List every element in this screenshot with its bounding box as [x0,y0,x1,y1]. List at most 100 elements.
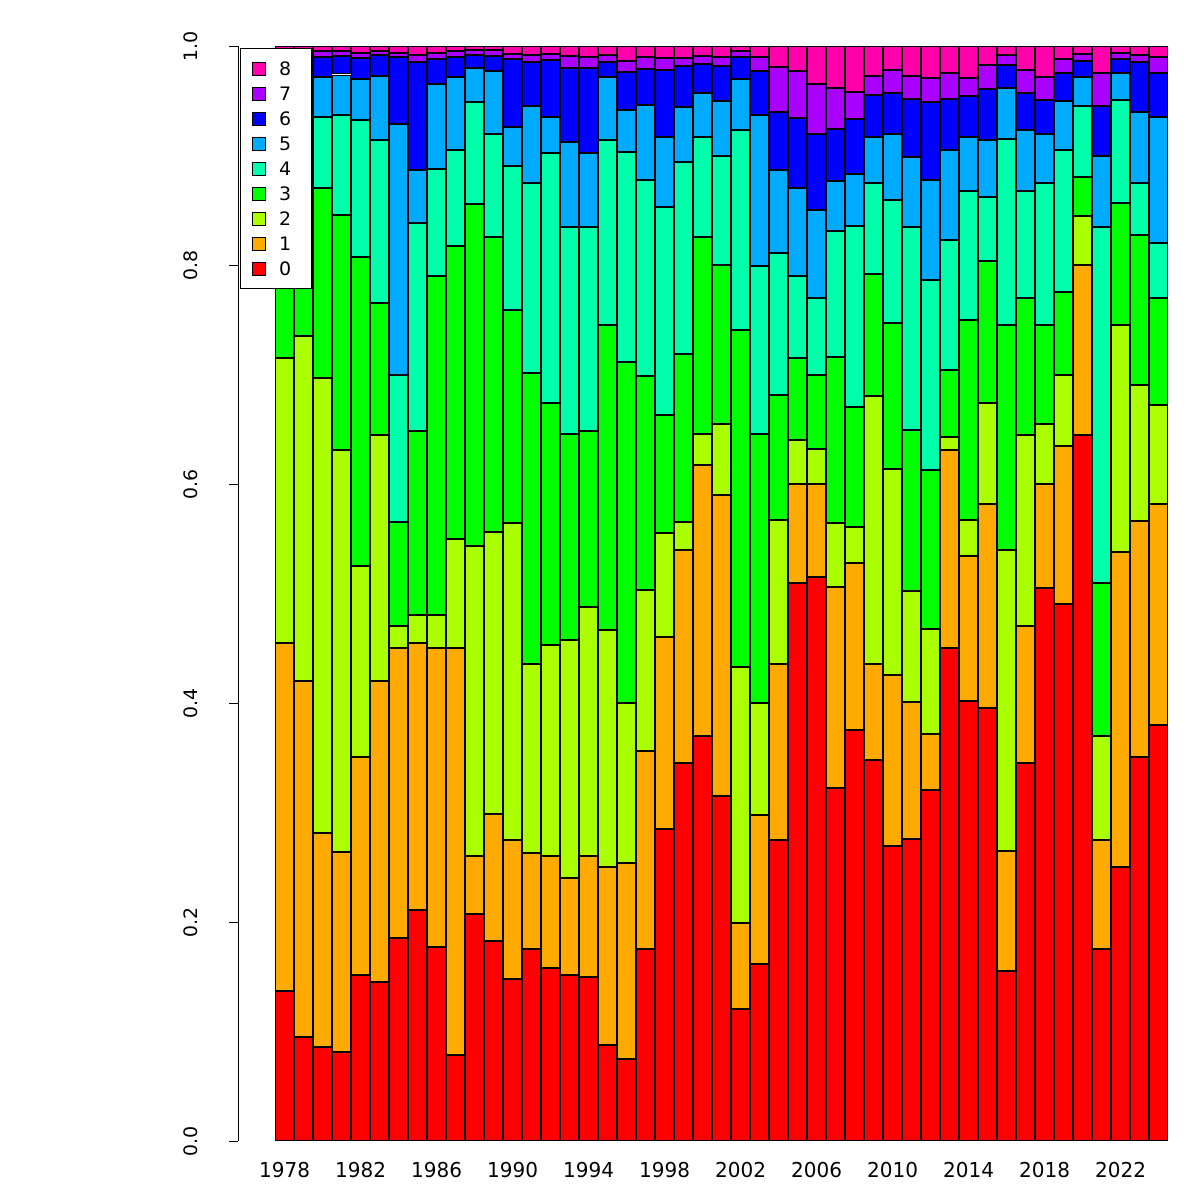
bar-segment [864,182,883,274]
bar-segment [1035,484,1054,589]
bar-segment [807,210,826,298]
plot-area [275,46,1168,1141]
bar [1073,46,1092,1141]
bar-segment [1073,265,1092,435]
bar-segment [921,101,940,180]
y-tick-label: 0.8 [180,249,202,281]
bar-segment [560,226,579,434]
bar-segment [959,700,978,1141]
x-tick-label: 2006 [791,1158,842,1182]
bar-segment [579,56,598,68]
bar-segment [731,923,750,1009]
bar-segment [902,591,921,702]
bar-segment [1016,130,1035,191]
bar-segment [731,46,750,52]
bar-segment [845,119,864,175]
bar-segment [1092,226,1111,583]
bar-segment [1149,243,1168,298]
bar-segment [997,87,1016,140]
bar-segment [446,150,465,247]
x-tick-label: 2014 [943,1158,994,1182]
bar-segment [750,963,769,1141]
legend-label: 6 [279,107,292,130]
bar-segment [313,51,332,57]
bar-segment [807,374,826,449]
bar-segment [921,179,940,281]
bar-segment [750,56,769,72]
bar [313,46,332,1141]
bar-segment [1054,100,1073,151]
bar-segment [750,71,769,115]
bar-segment [560,639,579,879]
legend-item: 5 [252,131,311,156]
bar-segment [902,156,921,227]
bar-segment [522,853,541,950]
bar-segment [731,1008,750,1141]
bar-segment [541,153,560,403]
bar-segment [389,938,408,1141]
bar-segment [503,839,522,979]
bar-segment [541,46,560,54]
bar-segment [902,430,921,592]
bar-segment [997,325,1016,550]
legend-label: 2 [279,207,292,230]
x-tick-label: 2002 [715,1158,766,1182]
bar [408,46,427,1141]
bar-segment [1073,46,1092,54]
bar-segment [313,1046,332,1141]
bar-segment [446,538,465,649]
bar-segment [1092,949,1111,1141]
bar-segment [1035,325,1054,424]
bar-segment [484,813,503,941]
bar-segment [1130,385,1149,522]
legend-item: 1 [252,231,311,256]
bar-segment [408,909,427,1141]
bar-segment [617,109,636,153]
bar-segment [940,648,959,1141]
bar-segment [1054,150,1073,293]
bar-segment [1035,588,1054,1141]
bar-segment [921,280,940,470]
bar [902,46,921,1141]
bar-segment [1130,46,1149,55]
bar [560,46,579,1141]
bar-segment [655,46,674,59]
bar-segment [332,51,351,56]
legend-label: 5 [279,132,292,155]
legend-item: 2 [252,206,311,231]
bar-segment [465,101,484,204]
bar [351,46,370,1141]
bar-segment [959,77,978,97]
bar-segment [351,120,370,258]
bar-segment [712,100,731,156]
bar-segment [389,56,408,124]
bar [1111,46,1130,1141]
bar-segment [370,434,389,682]
bar-segment [769,252,788,396]
bar-segment [522,949,541,1141]
bar-segment [332,55,351,75]
bar-segment [370,681,389,983]
bar-segment [579,67,598,154]
bar-segment [1092,582,1111,736]
bar [617,46,636,1141]
bar-segment [1054,374,1073,446]
bar-segment [427,84,446,169]
y-tick-label: 0.0 [180,1125,202,1157]
bar-segment [940,370,959,437]
bar-segment [598,46,617,55]
bar [598,46,617,1141]
bar-segment [731,51,750,57]
bar [332,46,351,1141]
bar-segment [408,62,427,170]
bar [845,46,864,1141]
bar-segment [351,58,370,79]
bar-segment [845,46,864,92]
bar-segment [788,118,807,189]
legend-item: 0 [252,256,311,281]
legend-swatch [252,236,266,251]
bar-segment [503,46,522,54]
bar-segment [1149,117,1168,244]
bar-segment [1092,735,1111,840]
bar-segment [446,56,465,77]
